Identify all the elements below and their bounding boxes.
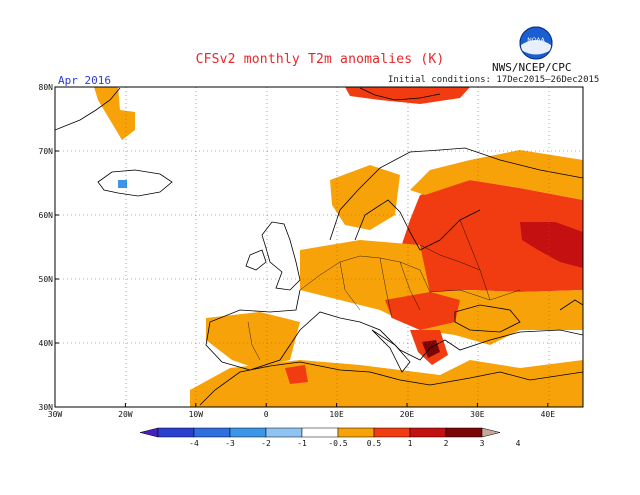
anomaly-region-iceland-north [94, 87, 135, 140]
colorbar-label: -3 [225, 439, 235, 448]
latitude-ticks: 30N 40N 50N 60N 70N 80N [39, 83, 59, 412]
anomaly-region-balkans-red [385, 292, 460, 330]
lon-tick-label: 0 [264, 410, 269, 419]
lat-tick-label: 30N [39, 403, 54, 412]
colorbar-label: -1 [297, 439, 307, 448]
anomaly-region-iceland-blue [118, 180, 127, 188]
anomaly-region-scandinavia [330, 165, 400, 230]
noaa-logo: NOAA [519, 26, 553, 60]
colorbar-segment [373, 427, 411, 438]
lon-tick-label: 30E [470, 410, 485, 419]
anomaly-region-iberia [206, 312, 300, 368]
lat-tick-label: 80N [39, 83, 54, 92]
colorbar-segment [481, 427, 501, 438]
colorbar-label: -0.5 [328, 439, 347, 448]
colorbar-segment [229, 427, 267, 438]
anomaly-region-central-europe [300, 240, 583, 345]
colorbar-label: -4 [189, 439, 199, 448]
colorbar-segment [409, 427, 447, 438]
map-title: CFSv2 monthly T2m anomalies (K) [195, 52, 445, 67]
lon-tick-label: 20W [118, 410, 133, 419]
colorbar-label: 4 [516, 439, 521, 448]
colorbar-label: -2 [261, 439, 271, 448]
colorbar-segment [265, 427, 303, 438]
colorbar-segment [337, 427, 375, 438]
agency-label: NWS/NCEP/CPC [492, 61, 572, 74]
lon-tick-label: 30W [48, 410, 63, 419]
colorbar-segment [139, 427, 159, 438]
anomaly-region-north-africa [190, 360, 583, 407]
lon-tick-label: 40E [541, 410, 556, 419]
anomaly-region-east [400, 180, 583, 292]
anomaly-shading [94, 87, 583, 407]
lon-tick-label: 10W [189, 410, 204, 419]
lon-tick-label: 10E [329, 410, 344, 419]
lat-tick-label: 60N [39, 211, 54, 220]
map-frame [54, 86, 584, 408]
colorbar-segment [157, 427, 195, 438]
lat-tick-label: 50N [39, 275, 54, 284]
colorbar-segment [193, 427, 231, 438]
lat-tick-label: 70N [39, 147, 54, 156]
lat-tick-label: 40N [39, 339, 54, 348]
coastlines [55, 87, 583, 406]
anomaly-region-russia-north [410, 150, 583, 200]
anomaly-region-core [520, 222, 583, 268]
logo-text: NOAA [527, 37, 545, 44]
colorbar-segment [445, 427, 483, 438]
colorbar-label: 1 [408, 439, 413, 448]
colorbar-label: 3 [480, 439, 485, 448]
graticule [55, 87, 583, 407]
lon-tick-label: 20E [400, 410, 415, 419]
colorbar-label: 2 [444, 439, 449, 448]
country-borders [247, 219, 521, 361]
anomaly-region-svalbard [345, 87, 470, 104]
anomaly-region-africa-red [285, 365, 308, 384]
anomaly-region-greece [422, 340, 440, 358]
colorbar: -4 -3 -2 -1 -0.5 0.5 1 2 3 4 [139, 427, 521, 448]
colorbar-segment [301, 427, 339, 438]
colorbar-label: 0.5 [367, 439, 382, 448]
longitude-ticks: 30W 20W 10W 0 10E 20E 30E 40E [48, 403, 555, 419]
valid-month-label: Apr 2016 [58, 74, 111, 87]
initial-conditions-label: Initial conditions: 17Dec2015–26Dec2015 [388, 75, 600, 85]
